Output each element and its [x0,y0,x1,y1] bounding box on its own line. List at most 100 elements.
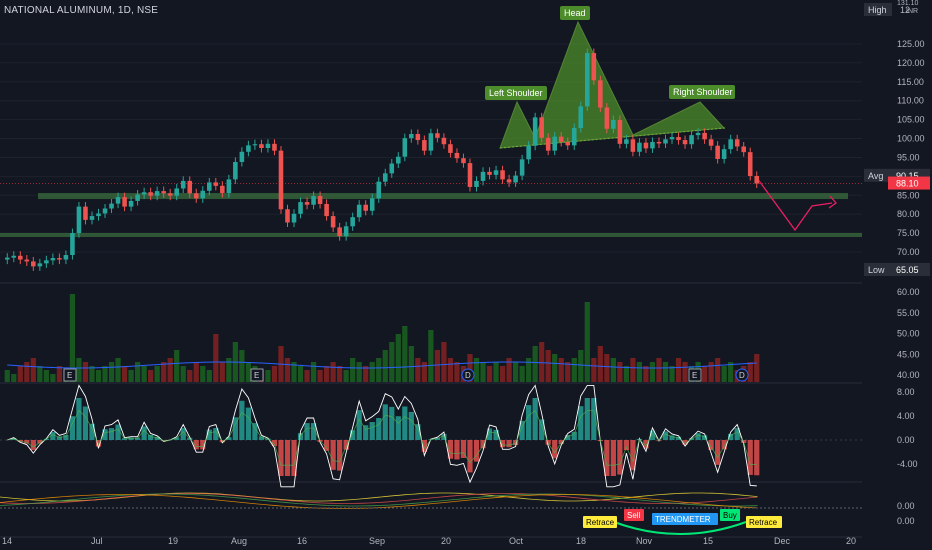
candle-body [44,260,49,264]
x-tick-label: Jul [91,536,103,546]
oscillator-bar [24,440,30,444]
candle-body [578,106,584,128]
oscillator-bar [232,417,238,440]
price-tick-label: 110.00 [897,96,924,106]
trendmeter-label-bg [652,513,718,525]
candle-body [226,179,232,194]
x-tick-label: Oct [509,536,524,546]
oscillator-bar [669,435,675,440]
oscillator-bar [630,440,636,471]
oscillator-bar [610,440,616,476]
oscillator-bar [519,420,525,440]
volume-bar [134,362,141,382]
volume-bar [343,370,349,382]
volume-bar [402,326,408,382]
candle-body [220,185,225,194]
volume-bar [317,370,323,382]
x-tick-label: 16 [297,536,307,546]
oscillator-signal-line [7,409,757,466]
oscillator-bar [552,440,558,459]
candle-body [37,263,43,267]
oscillator-bar [284,440,291,476]
volume-bar [284,358,291,382]
low-label: Low [868,265,885,275]
event-marker-label: D [465,371,471,380]
oscillator-bar [734,428,740,440]
event-marker-box [63,368,77,382]
candle-body [193,193,199,199]
candle-body [435,133,440,138]
oscillator-bar [252,423,258,440]
candle-body [415,134,421,141]
oscillator-bar [278,440,284,476]
oscillator-bar [578,406,584,440]
oscillator-bar [369,422,375,440]
candle-body [278,150,284,210]
candle-body [376,181,382,199]
candle-body [135,194,140,201]
sell-label-bg [624,509,644,521]
oscillator-bar [747,440,753,475]
candle-body [96,213,101,217]
volume-bar [558,358,564,382]
oscillator-bar [617,440,623,475]
oscillator-bar [213,428,219,440]
oscillator-bar [343,440,349,450]
oscillator-bar [506,440,512,448]
projection-arrow [828,195,837,209]
oscillator-bar [486,428,493,440]
annotation-right-shoulder: Right Shoulder [673,87,733,97]
oscillator-bar [330,440,336,470]
candle-body [50,258,56,261]
volume-bar [486,366,493,382]
volume-bar [747,362,753,382]
candle-body [715,145,720,159]
price-tick-label: 85.00 [897,190,920,200]
candle-body [187,180,193,194]
volume-bar [174,350,180,382]
oscillator-bar [200,440,206,450]
lower-tick-label: 0.00 [897,501,915,511]
support-levels [0,193,862,237]
candle-body [311,196,316,205]
candle-body [167,193,173,196]
event-marker: D [461,368,475,382]
oscillator-histogram: 8.00 4.00 0.00 -4.00 [0,384,918,488]
candle-body [298,202,303,214]
candle-body [57,258,62,260]
oscillator-bar [454,440,460,460]
event-marker: E [250,368,264,382]
candle-body [317,196,323,204]
oscillator-bar [95,440,102,447]
candle-body [734,139,740,147]
oscillator-bar [291,440,297,476]
volume-bar [102,366,108,382]
oscillator-bar [662,431,669,440]
oscillator-bar [174,437,180,440]
volume-bar [330,362,336,382]
candle-body [115,197,121,204]
annotations: Left Shoulder Head Right Shoulder [485,6,735,100]
candle-body [611,120,616,129]
volume-bar [545,350,551,382]
candle-body [265,143,271,148]
volume-bar [408,346,414,382]
price-tick-label: 120.00 [897,58,925,68]
volume-tick-label: 55.00 [897,308,920,318]
candle-body [643,142,649,149]
volume-bar [17,366,23,382]
chart-title: NATIONAL ALUMINUM, 1D, NSE [4,5,159,16]
volume-bars: 60.00 55.00 50.00 45.00 40.00 E E D E D [4,287,920,382]
oscillator-bar [108,428,115,440]
volume-bar [721,366,727,382]
low-label-bg [864,263,892,276]
candle-body [122,197,127,207]
volume-bar [167,358,173,382]
candle-body [513,175,518,183]
volume-bar [532,346,538,382]
oscillator-bar [480,440,486,449]
candle-body [63,255,69,260]
oscillator-bar [63,434,69,440]
candle-body [598,80,603,108]
